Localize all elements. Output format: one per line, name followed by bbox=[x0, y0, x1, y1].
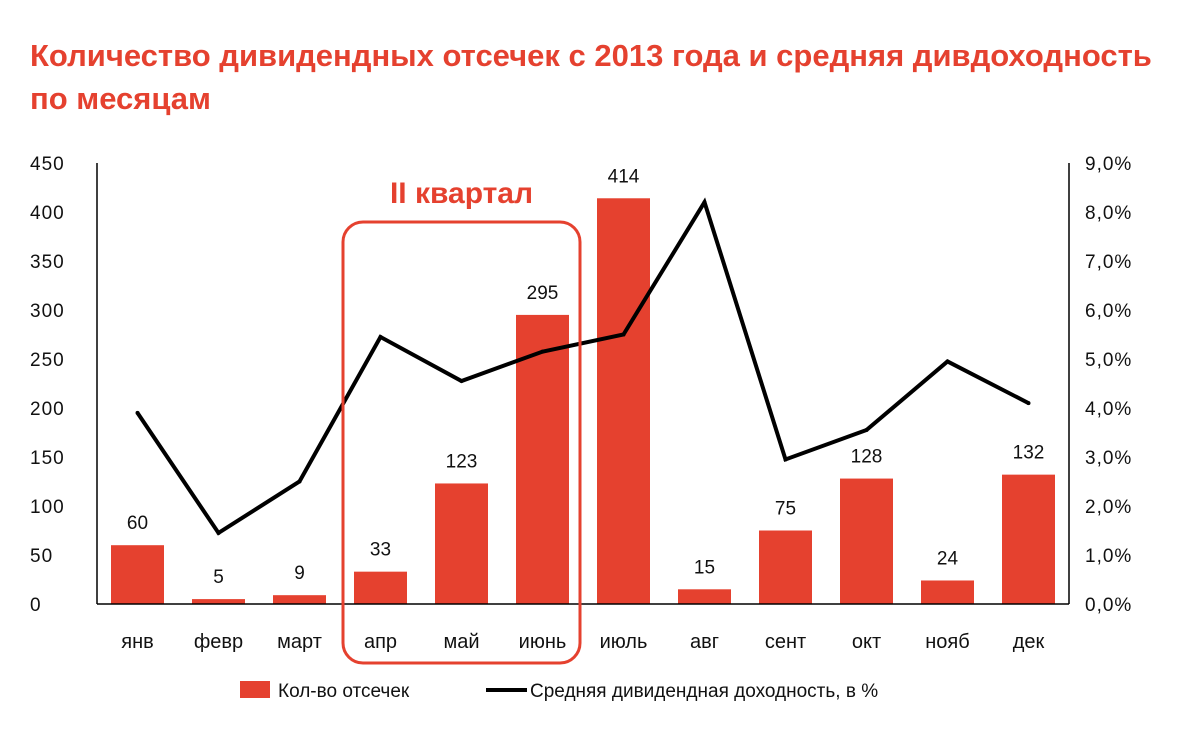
category-label-февр: февр bbox=[194, 631, 243, 653]
left-tick-label: 150 bbox=[30, 448, 65, 469]
yield-point-июль bbox=[621, 332, 626, 337]
bar-июль bbox=[597, 198, 650, 604]
yield-point-июнь bbox=[540, 349, 545, 354]
bar-label-май: 123 bbox=[446, 451, 478, 472]
right-tick-label: 0,0% bbox=[1085, 595, 1132, 616]
bar-label-авг: 15 bbox=[694, 557, 715, 578]
bar-label-февр: 5 bbox=[213, 567, 224, 588]
right-tick-label: 7,0% bbox=[1085, 252, 1132, 273]
category-label-окт: окт bbox=[852, 631, 881, 653]
bar-нояб bbox=[921, 580, 974, 604]
bar-янв bbox=[111, 545, 164, 604]
bar-февр bbox=[192, 599, 245, 604]
yield-point-апр bbox=[378, 334, 383, 339]
category-label-июнь: июнь bbox=[519, 631, 567, 653]
right-tick-label: 4,0% bbox=[1085, 399, 1132, 420]
bar-март bbox=[273, 595, 326, 604]
left-tick-label: 450 bbox=[30, 154, 65, 175]
right-tick-label: 2,0% bbox=[1085, 497, 1132, 518]
bar-дек bbox=[1002, 474, 1055, 604]
bar-июнь bbox=[516, 314, 569, 604]
bar-label-окт: 128 bbox=[851, 447, 883, 468]
right-tick-label: 1,0% bbox=[1085, 546, 1132, 567]
bar-label-сент: 75 bbox=[775, 499, 796, 520]
bar-label-нояб: 24 bbox=[937, 548, 959, 569]
left-tick-label: 0 bbox=[30, 595, 42, 616]
category-label-янв: янв bbox=[121, 631, 154, 653]
yield-point-нояб bbox=[945, 359, 950, 364]
bar-авг bbox=[678, 589, 731, 604]
left-tick-label: 250 bbox=[30, 350, 65, 371]
yield-point-окт bbox=[864, 428, 869, 433]
left-tick-label: 200 bbox=[30, 399, 65, 420]
left-tick-label: 400 bbox=[30, 203, 65, 224]
left-tick-label: 300 bbox=[30, 301, 65, 322]
category-label-нояб: нояб bbox=[925, 631, 969, 653]
category-label-март: март bbox=[277, 631, 322, 653]
right-tick-label: 8,0% bbox=[1085, 203, 1132, 224]
bar-май bbox=[435, 483, 488, 604]
bar-окт bbox=[840, 478, 893, 604]
category-label-май: май bbox=[443, 631, 479, 653]
left-tick-label: 350 bbox=[30, 252, 65, 273]
yield-line bbox=[135, 197, 1030, 536]
bar-апр bbox=[354, 571, 407, 604]
bar-сент bbox=[759, 530, 812, 604]
category-label-июль: июль bbox=[600, 631, 648, 653]
left-tick-label: 50 bbox=[30, 546, 53, 567]
right-tick-label: 3,0% bbox=[1085, 448, 1132, 469]
category-label-авг: авг bbox=[690, 631, 719, 653]
yield-point-май bbox=[459, 379, 464, 384]
yield-point-дек bbox=[1026, 401, 1031, 406]
yield-point-янв bbox=[135, 410, 140, 415]
right-tick-label: 9,0% bbox=[1085, 154, 1132, 175]
bar-label-июль: 414 bbox=[608, 166, 640, 187]
yield-point-март bbox=[297, 479, 302, 484]
legend-bar-swatch bbox=[240, 681, 270, 698]
bar-label-дек: 132 bbox=[1013, 443, 1045, 464]
bar-label-янв: 60 bbox=[127, 513, 148, 534]
yield-point-февр bbox=[216, 530, 221, 535]
bar-label-март: 9 bbox=[294, 563, 305, 584]
bar-label-июнь: 295 bbox=[527, 283, 559, 304]
bar-label-апр: 33 bbox=[370, 540, 391, 561]
yield-point-сент bbox=[783, 457, 788, 462]
quarter-highlight-box bbox=[341, 220, 582, 665]
category-label-апр: апр bbox=[364, 631, 397, 653]
left-tick-label: 100 bbox=[30, 497, 65, 518]
legend-bar-label: Кол-во отсечек bbox=[278, 681, 410, 702]
right-tick-label: 6,0% bbox=[1085, 301, 1132, 322]
chart-title: Количество дивидендных отсечек с 2013 го… bbox=[30, 38, 1152, 116]
right-tick-label: 5,0% bbox=[1085, 350, 1132, 371]
legend-line-label: Средняя дивидендная доходность, в % bbox=[530, 681, 878, 702]
category-label-дек: дек bbox=[1013, 631, 1045, 653]
category-label-сент: сент bbox=[765, 631, 806, 653]
quarter-callout: II квартал bbox=[390, 177, 533, 210]
yield-point-авг bbox=[702, 200, 707, 205]
